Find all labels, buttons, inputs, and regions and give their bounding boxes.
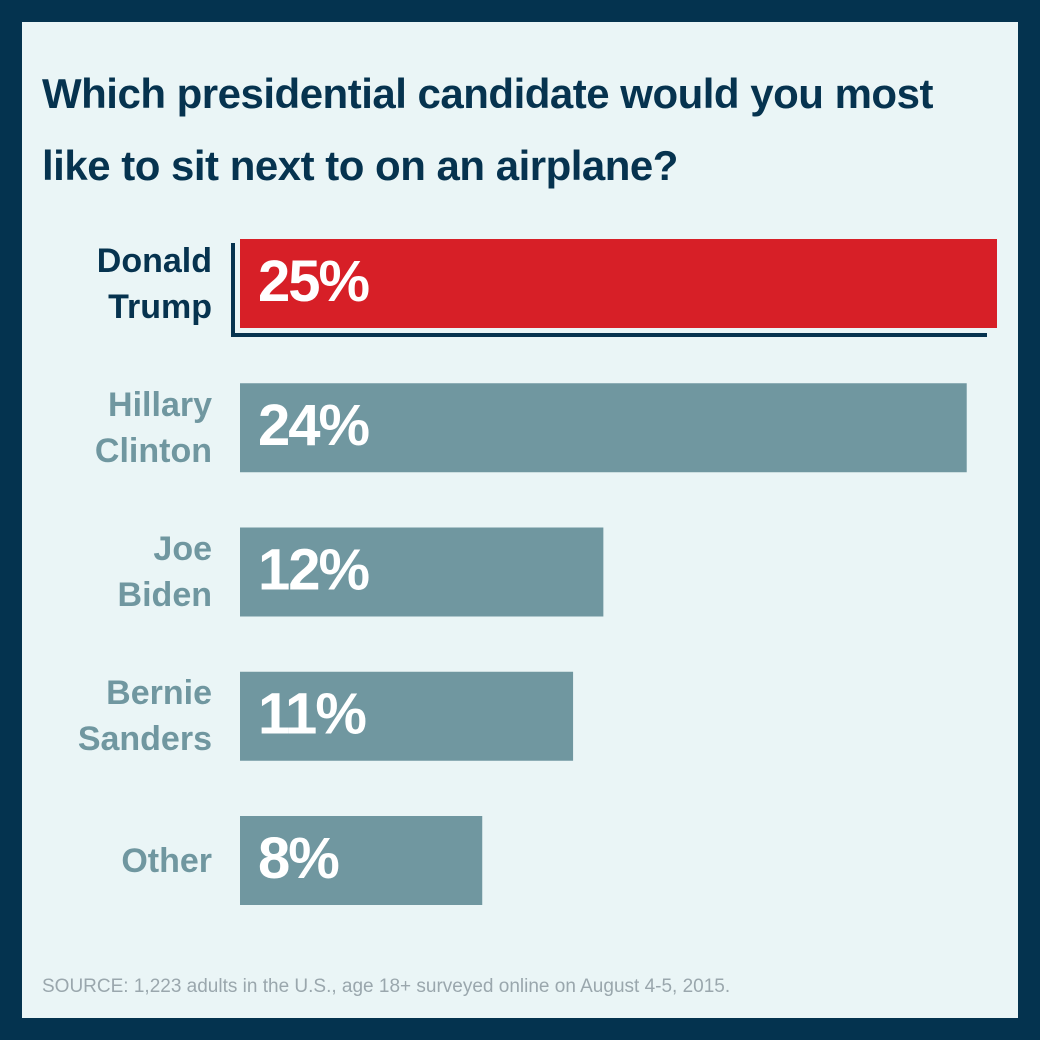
bar xyxy=(240,527,604,617)
category-label: Hillary Clinton xyxy=(94,385,212,470)
value-label: 11% xyxy=(258,682,366,747)
category-label: Other xyxy=(121,841,212,880)
value-label: 12% xyxy=(258,537,370,602)
category-label: Donald Trump xyxy=(96,241,212,326)
category-label: Joe Biden xyxy=(117,530,212,614)
bar xyxy=(240,239,997,328)
panel xyxy=(22,22,1018,1018)
value-label: 24% xyxy=(258,393,370,458)
value-label: 8% xyxy=(258,826,339,891)
bar xyxy=(240,816,483,905)
chart-title: Which presidential candidate would you m… xyxy=(42,70,933,189)
bar xyxy=(240,383,967,473)
value-label: 25% xyxy=(258,249,370,314)
bar xyxy=(240,671,574,761)
source-note: SOURCE: 1,223 adults in the U.S., age 18… xyxy=(42,976,731,997)
category-label: Bernie Sanders xyxy=(77,674,212,759)
